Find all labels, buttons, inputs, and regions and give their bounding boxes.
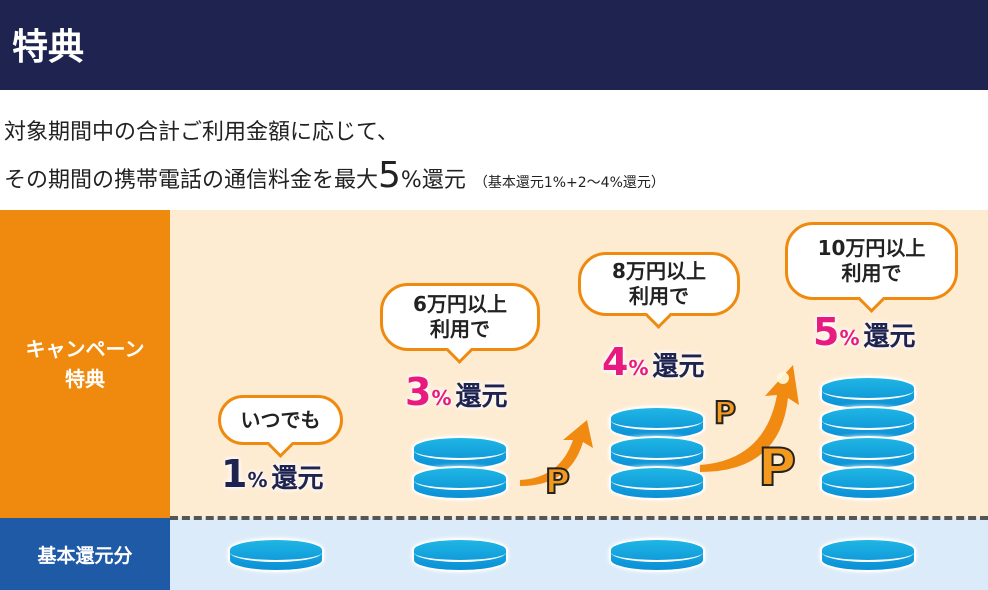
point-icon: P xyxy=(713,395,737,432)
bubble-line: 利用で xyxy=(629,284,689,308)
condition-bubble: 10万円以上 利用で xyxy=(785,222,958,300)
coin-stack-layer xyxy=(820,466,916,500)
bubble-line: 8万円以上 xyxy=(612,259,706,283)
point-icon: P xyxy=(757,437,797,499)
coin-stack-layer xyxy=(609,466,705,500)
bubble-line: いつでも xyxy=(240,407,321,432)
bubble-line: 利用で xyxy=(841,261,902,285)
coin-stack-layer xyxy=(609,436,705,470)
coin-stack-layer xyxy=(820,436,916,470)
rate-label: 3% 還元 xyxy=(405,370,508,414)
campaign-row-label: キャンペーン 特典 xyxy=(0,210,170,518)
rate-label: 5% 還元 xyxy=(813,310,916,354)
coin-stack-layer xyxy=(412,436,508,470)
coin-stack-layer xyxy=(820,376,916,410)
intro-line-2: その期間の携帯電話の通信料金を最大5%還元 （基本還元1%+2〜4%還元） xyxy=(4,155,665,196)
condition-bubble: いつでも xyxy=(218,395,343,445)
page-title: 特典 xyxy=(0,0,988,90)
point-icon: P xyxy=(544,461,571,503)
rate-label: 4% 還元 xyxy=(602,340,705,384)
bubble-line: 利用で xyxy=(430,317,490,341)
base-coin xyxy=(820,538,916,572)
divider xyxy=(170,516,988,520)
rate-label: 1% 還元 xyxy=(221,452,324,496)
bubble-line: 10万円以上 xyxy=(817,236,926,260)
intro-line-1: 対象期間中の合計ご利用金額に応じて、 xyxy=(4,120,399,145)
condition-bubble: 8万円以上 利用で xyxy=(578,252,740,316)
base-coin xyxy=(609,538,705,572)
base-coin xyxy=(412,538,508,572)
base-row-label: 基本還元分 xyxy=(0,518,170,590)
coin-stack-layer xyxy=(820,406,916,440)
base-coin xyxy=(228,538,324,572)
condition-bubble: 6万円以上 利用で xyxy=(380,283,540,351)
bubble-line: 6万円以上 xyxy=(413,292,507,316)
arrow-icon xyxy=(700,365,799,472)
coin-stack-layer xyxy=(609,406,705,440)
arrow-icon xyxy=(520,420,593,486)
coin-stack-layer xyxy=(412,466,508,500)
